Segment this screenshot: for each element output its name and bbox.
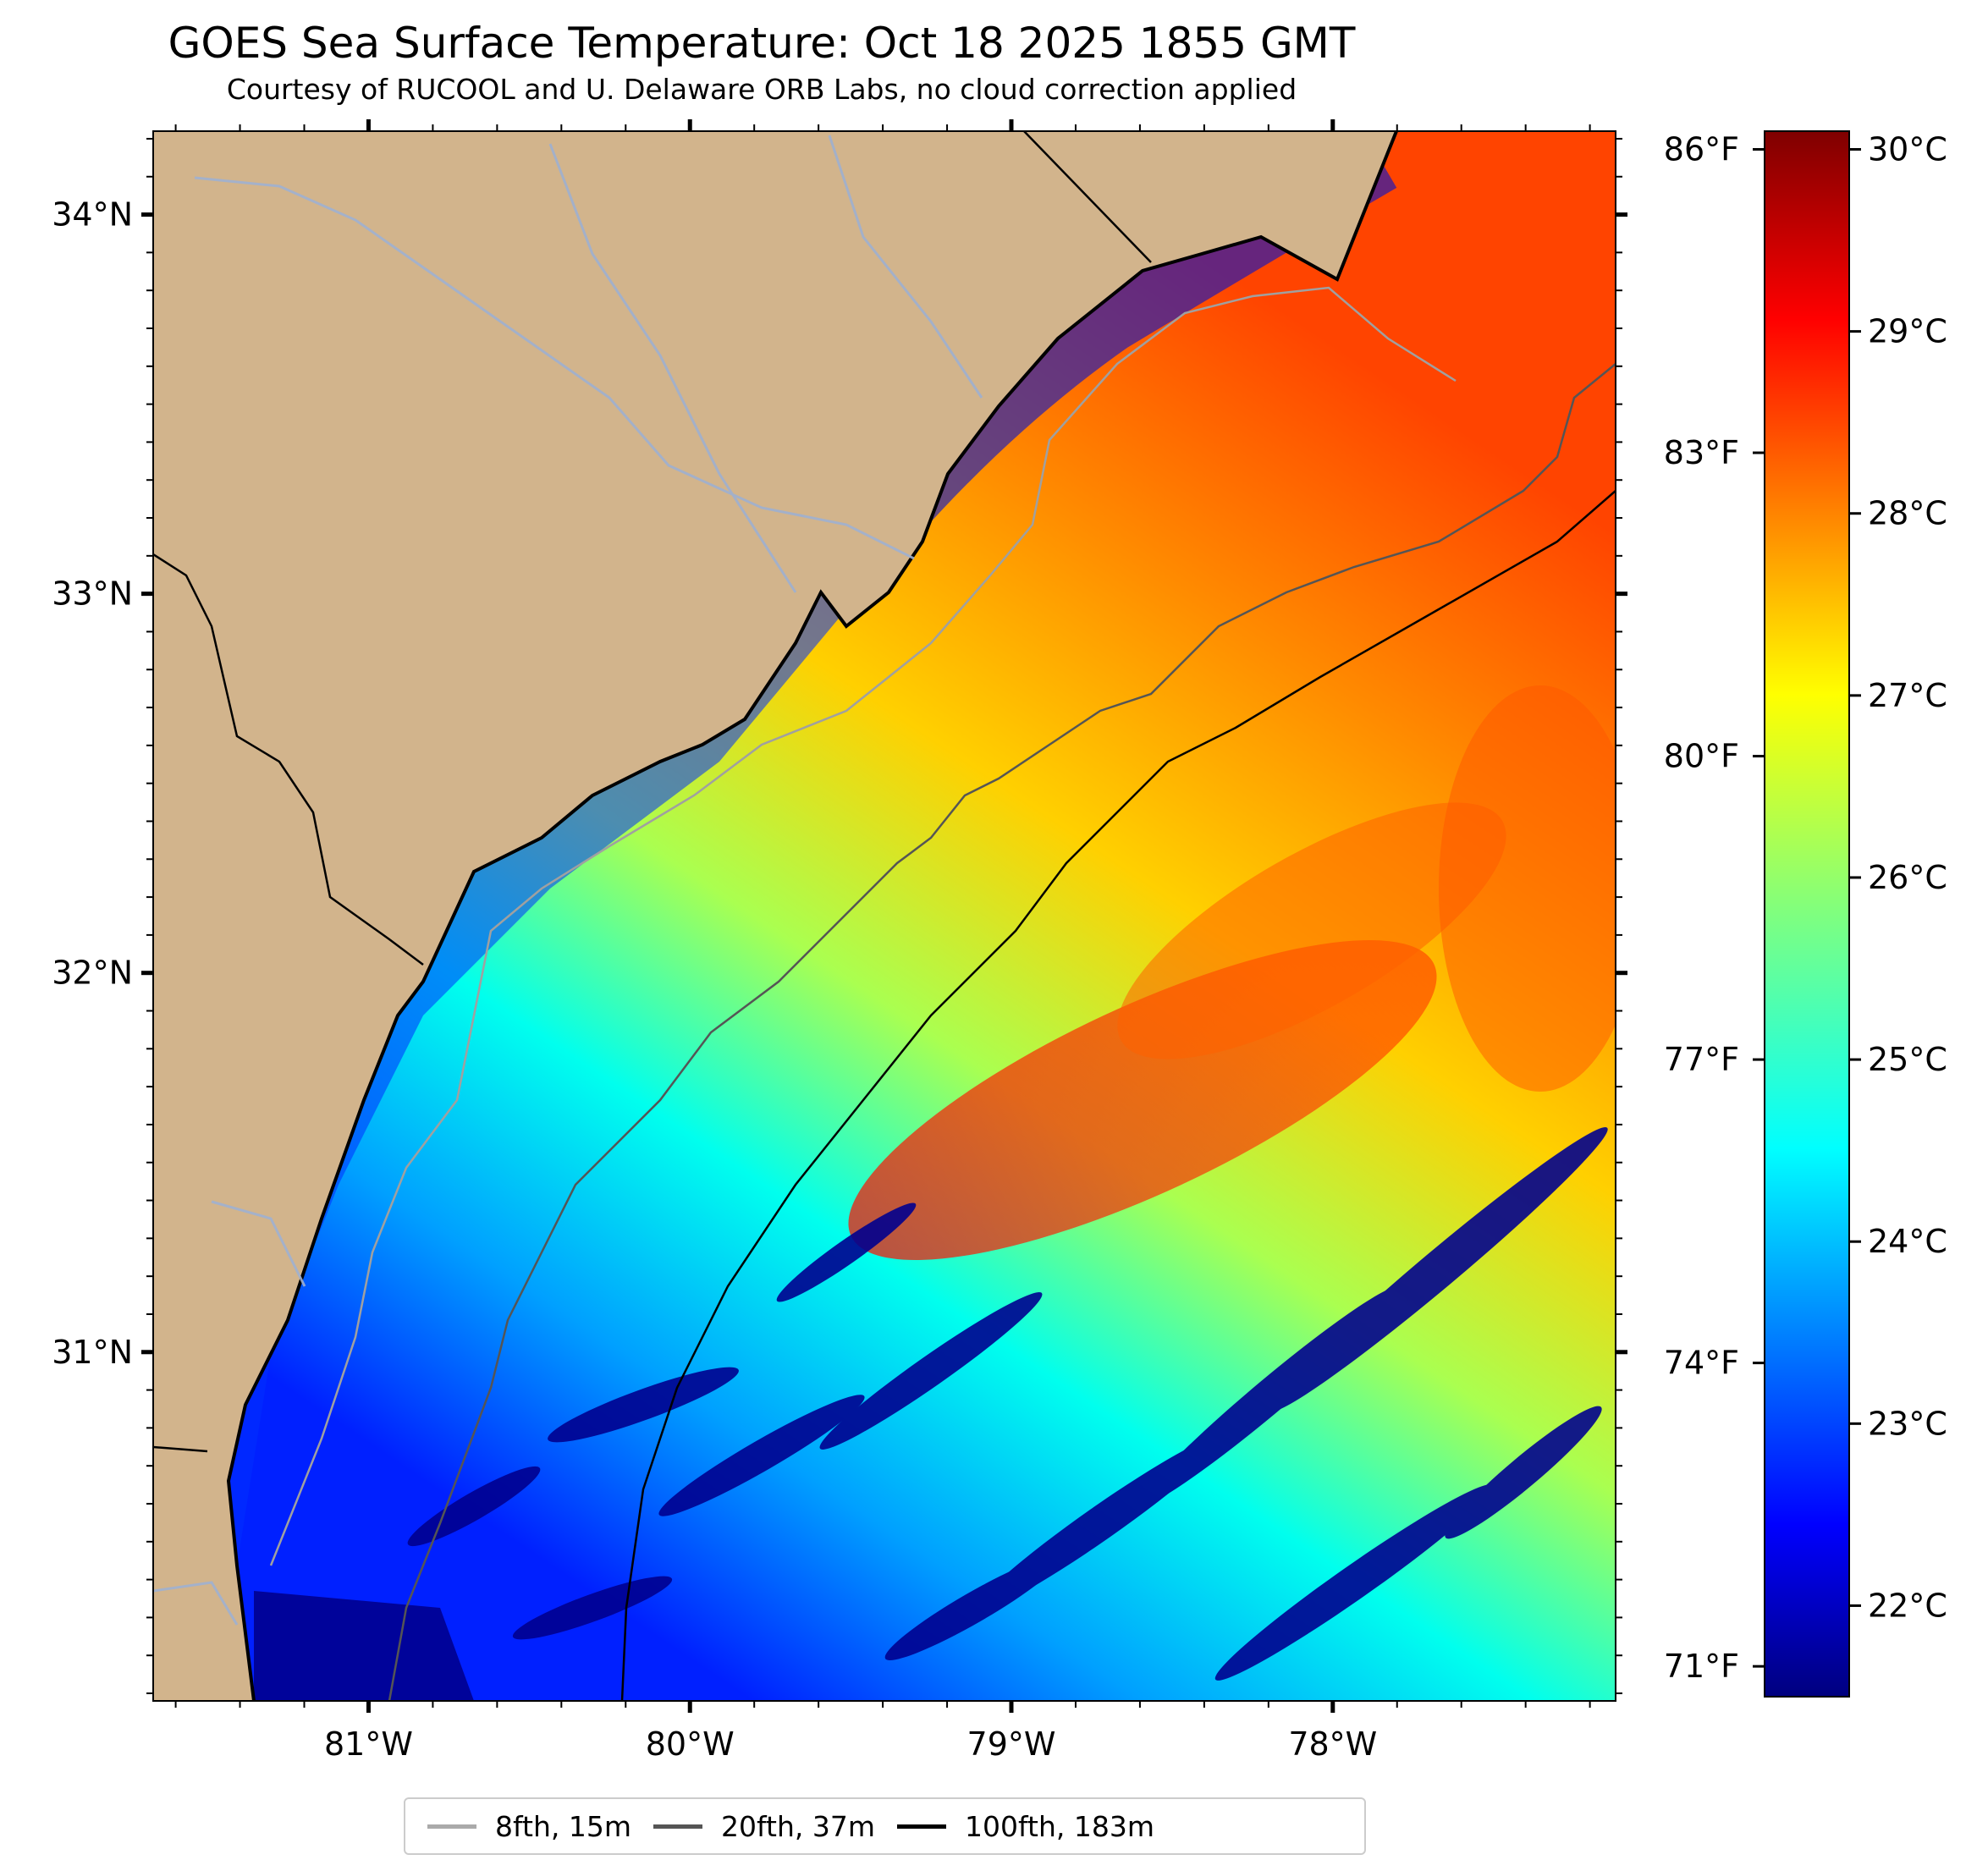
sst-field [153,131,1616,1701]
lat-tick-label: 31°N [52,1334,133,1371]
legend-label-20fth: 20fth, 37m [721,1809,876,1843]
legend-item-20fth: 20fth, 37m [631,1810,875,1843]
isobath-20fth [388,363,1616,1701]
celsius-tick-label: 29°C [1868,313,1947,350]
lat-tick-label: 32°N [52,955,133,992]
colorbar-ticks: 30°C 29°C 28°C 27°C 26°C 25°C 24°C 23°C 22°C 86°F… [1664,131,1947,1686]
fahrenheit-tick-label: 77°F [1664,1041,1739,1078]
land-area [153,131,1396,1701]
map-axes: 81°W 80°W 79°W 78°W 34°N 33°N 32°N 31°N [52,119,1627,1763]
map-frame [152,130,1616,1702]
legend-swatch-8fth [427,1824,476,1829]
fahrenheit-tick-label: 71°F [1664,1648,1739,1685]
fahrenheit-tick-label: 86°F [1664,131,1739,168]
lon-tick-label: 81°W [324,1725,413,1763]
celsius-tick-label: 27°C [1868,677,1947,714]
fahrenheit-tick-label: 80°F [1664,738,1739,775]
colorbar [1764,130,1850,1698]
legend-swatch-100fth [897,1824,947,1829]
cold-streaks [254,1127,1608,1701]
celsius-tick-label: 28°C [1868,495,1947,532]
celsius-tick-label: 24°C [1868,1223,1947,1260]
coastline [226,131,1398,1701]
celsius-tick-label: 23°C [1868,1405,1947,1442]
legend-label-8fth: 8fth, 15m [495,1809,632,1843]
isobath-100fth [620,490,1616,1701]
fahrenheit-tick-label: 74°F [1664,1345,1739,1382]
isobath-legend: 8fth, 15m 20fth, 37m 100fth, 183m [404,1797,1366,1855]
lat-tick-label: 33°N [52,575,133,613]
celsius-tick-label: 30°C [1868,131,1947,168]
map-title: GOES Sea Surface Temperature: Oct 18 202… [168,19,1356,68]
fahrenheit-tick-label: 83°F [1664,434,1739,471]
isobath-8fth [269,286,1457,1566]
celsius-tick-label: 22°C [1868,1587,1947,1624]
legend-item-8fth: 8fth, 15m [405,1810,631,1843]
rivers [153,135,983,1626]
celsius-tick-label: 26°C [1868,859,1947,896]
lon-tick-label: 80°W [646,1725,735,1763]
state-border [153,553,424,966]
state-border-nc [1023,131,1152,263]
celsius-tick-label: 25°C [1868,1041,1947,1078]
map-subtitle: Courtesy of RUCOOL and U. Delaware ORB L… [226,73,1297,106]
lat-tick-label: 34°N [52,196,133,234]
legend-item-100fth: 100fth, 183m [875,1810,1154,1843]
legend-swatch-20fth [653,1824,703,1829]
lon-tick-label: 79°W [967,1725,1056,1763]
legend-label-100fth: 100fth, 183m [965,1809,1155,1843]
lon-tick-label: 78°W [1288,1725,1377,1763]
